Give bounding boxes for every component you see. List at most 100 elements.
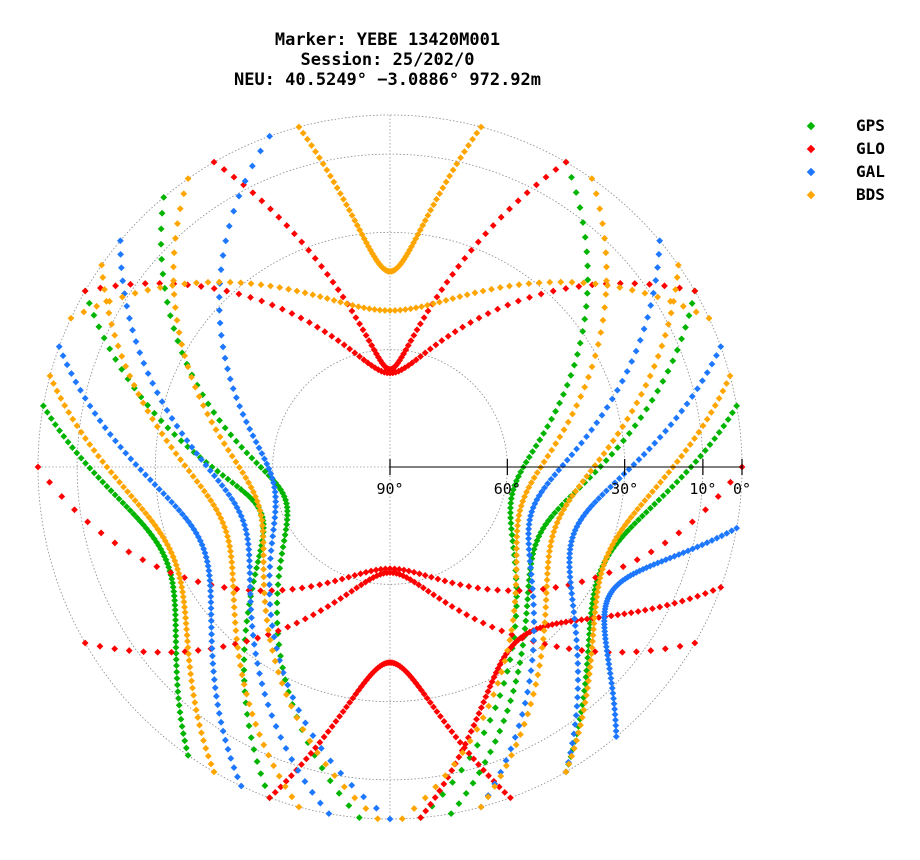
track-point-gps bbox=[582, 303, 590, 310]
track-point-gps bbox=[241, 646, 248, 653]
track-point-bds bbox=[568, 492, 576, 500]
track-point-gps bbox=[655, 496, 663, 504]
track-point-glo bbox=[474, 584, 482, 592]
track-point-gal bbox=[244, 540, 252, 548]
track-point-glo bbox=[427, 573, 435, 581]
track-point-glo bbox=[197, 283, 205, 290]
legend-marker-glo bbox=[806, 144, 816, 153]
track-point-gal bbox=[529, 646, 537, 654]
track-point-gal bbox=[612, 733, 620, 741]
track-point-bds bbox=[210, 501, 218, 509]
track-point-bds bbox=[322, 760, 330, 768]
track-point-gal bbox=[623, 368, 631, 375]
track-point-glo bbox=[452, 733, 460, 741]
track-point-glo bbox=[362, 568, 370, 576]
track-point-gal bbox=[337, 769, 345, 777]
track-point-bds bbox=[239, 469, 247, 477]
track-point-gal bbox=[593, 419, 601, 427]
track-point-gal bbox=[207, 598, 215, 606]
track-point-glo bbox=[346, 699, 354, 706]
track-point-gps bbox=[112, 355, 119, 363]
track-point-gal bbox=[106, 431, 114, 438]
track-point-bds bbox=[158, 430, 166, 438]
track-point-gal bbox=[149, 379, 157, 387]
track-point-gps bbox=[514, 668, 522, 676]
track-point-glo bbox=[235, 290, 243, 298]
track-point-bds bbox=[94, 452, 102, 460]
track-point-glo bbox=[605, 569, 613, 576]
track-point-bds bbox=[299, 129, 307, 137]
track-point-gal bbox=[497, 768, 505, 776]
track-point-gps bbox=[56, 427, 63, 434]
track-point-bds bbox=[200, 737, 207, 744]
track-point-gal bbox=[164, 494, 172, 502]
track-point-glo bbox=[413, 326, 421, 334]
track-point-gps bbox=[253, 758, 261, 765]
track-point-gps bbox=[576, 339, 584, 347]
track-point-bds bbox=[228, 558, 236, 566]
track-point-gal bbox=[717, 343, 725, 351]
track-point-gps bbox=[173, 675, 181, 682]
track-point-gal bbox=[613, 386, 621, 394]
track-point-gal bbox=[288, 756, 296, 763]
track-point-gal bbox=[245, 551, 253, 559]
track-point-bds bbox=[410, 805, 418, 812]
track-point-bds bbox=[144, 286, 152, 294]
track-point-glo bbox=[283, 222, 291, 229]
track-point-glo bbox=[671, 599, 679, 607]
track-point-gps bbox=[724, 416, 732, 423]
track-point-glo bbox=[312, 744, 319, 752]
track-point-glo bbox=[455, 263, 462, 270]
track-point-bds bbox=[536, 662, 543, 669]
track-point-bds bbox=[235, 653, 243, 660]
track-point-bds bbox=[498, 668, 506, 676]
chart-subtitle-position: NEU: 40.5249° −3.0886° 972.92m bbox=[233, 70, 542, 90]
track-point-bds bbox=[316, 293, 324, 301]
track-point-bds bbox=[225, 537, 233, 545]
track-point-glo bbox=[552, 166, 560, 173]
track-point-gal bbox=[246, 576, 254, 584]
track-point-gps bbox=[171, 601, 179, 609]
track-point-gal bbox=[63, 361, 71, 369]
track-point-bds bbox=[695, 428, 703, 436]
track-point-bds bbox=[450, 760, 458, 768]
track-point-glo bbox=[616, 279, 624, 287]
track-point-bds bbox=[465, 142, 472, 149]
track-point-bds bbox=[224, 533, 231, 540]
track-point-gps bbox=[111, 491, 119, 499]
track-point-gal bbox=[683, 400, 691, 408]
track-point-glo bbox=[342, 591, 350, 599]
track-point-glo bbox=[641, 606, 649, 614]
track-point-gal bbox=[268, 622, 276, 630]
track-point-gal bbox=[168, 414, 176, 422]
track-point-gal bbox=[153, 389, 161, 397]
track-point-gps bbox=[95, 323, 103, 331]
track-point-gps bbox=[602, 457, 610, 464]
track-point-glo bbox=[419, 584, 427, 592]
track-point-glo bbox=[694, 592, 701, 600]
track-point-glo bbox=[298, 238, 306, 246]
track-point-bds bbox=[175, 329, 183, 336]
track-point-gal bbox=[204, 562, 212, 570]
track-point-glo bbox=[422, 807, 430, 815]
track-point-glo bbox=[405, 567, 413, 575]
track-point-gps bbox=[556, 399, 563, 407]
track-point-glo bbox=[676, 642, 684, 650]
track-point-gps bbox=[159, 270, 167, 278]
track-point-glo bbox=[661, 645, 669, 653]
track-point-glo bbox=[324, 603, 332, 610]
track-point-gps bbox=[567, 372, 575, 379]
track-point-gal bbox=[206, 467, 214, 474]
track-point-glo bbox=[111, 539, 119, 547]
track-point-glo bbox=[357, 570, 364, 578]
track-point-glo bbox=[258, 297, 266, 305]
track-point-gal bbox=[591, 498, 599, 506]
track-point-bds bbox=[541, 611, 549, 619]
track-point-bds bbox=[230, 603, 238, 611]
track-point-gal bbox=[703, 369, 711, 376]
track-point-gal bbox=[530, 637, 538, 644]
track-point-glo bbox=[139, 556, 147, 564]
track-point-bds bbox=[195, 393, 203, 400]
track-point-bds bbox=[230, 596, 238, 604]
track-point-bds bbox=[330, 296, 338, 304]
